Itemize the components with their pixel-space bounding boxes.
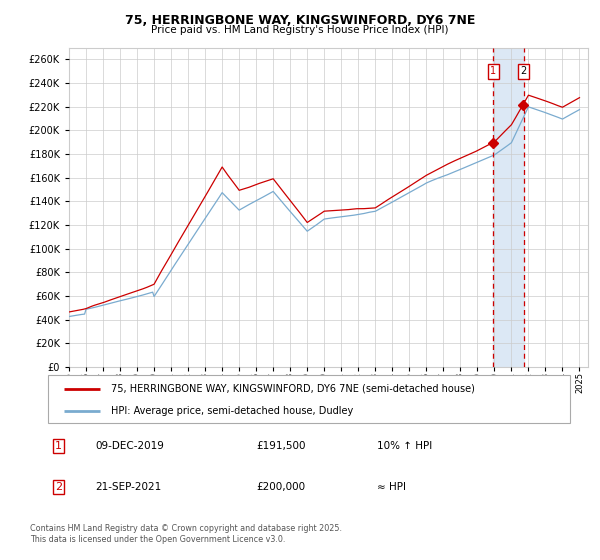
Text: 1: 1 bbox=[490, 66, 496, 76]
Text: 75, HERRINGBONE WAY, KINGSWINFORD, DY6 7NE (semi-detached house): 75, HERRINGBONE WAY, KINGSWINFORD, DY6 7… bbox=[110, 384, 475, 394]
Text: 2: 2 bbox=[55, 482, 62, 492]
FancyBboxPatch shape bbox=[48, 375, 570, 423]
Text: ≈ HPI: ≈ HPI bbox=[377, 482, 406, 492]
Text: £191,500: £191,500 bbox=[257, 441, 307, 451]
Text: 21-SEP-2021: 21-SEP-2021 bbox=[95, 482, 161, 492]
Text: £200,000: £200,000 bbox=[257, 482, 306, 492]
Text: 10% ↑ HPI: 10% ↑ HPI bbox=[377, 441, 432, 451]
Text: Contains HM Land Registry data © Crown copyright and database right 2025.
This d: Contains HM Land Registry data © Crown c… bbox=[30, 524, 342, 544]
Text: HPI: Average price, semi-detached house, Dudley: HPI: Average price, semi-detached house,… bbox=[110, 406, 353, 416]
Text: 09-DEC-2019: 09-DEC-2019 bbox=[95, 441, 164, 451]
Text: 75, HERRINGBONE WAY, KINGSWINFORD, DY6 7NE: 75, HERRINGBONE WAY, KINGSWINFORD, DY6 7… bbox=[125, 14, 475, 27]
Text: Price paid vs. HM Land Registry's House Price Index (HPI): Price paid vs. HM Land Registry's House … bbox=[151, 25, 449, 35]
Text: 1: 1 bbox=[55, 441, 62, 451]
Text: 2: 2 bbox=[521, 66, 527, 76]
Bar bbox=[493, 48, 524, 367]
